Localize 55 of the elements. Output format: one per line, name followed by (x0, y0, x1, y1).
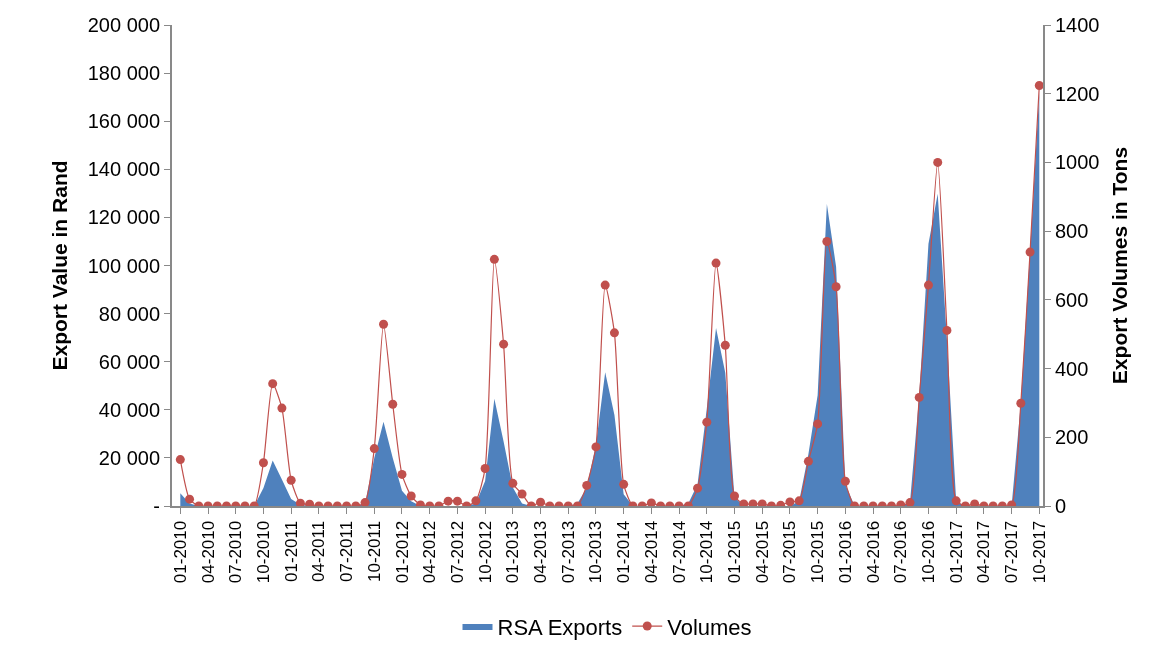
x-tick-label: 04-2015 (752, 520, 772, 584)
x-tick-label: 01-2010 (170, 520, 190, 584)
x-tick-label: 07-2010 (226, 520, 246, 584)
x-tick-label: 07-2011 (337, 520, 357, 582)
x-tick-label: 04-2016 (863, 520, 883, 584)
x-tick-label: 01-2017 (946, 520, 966, 584)
x-tick-label: 04-2012 (420, 520, 440, 584)
x-tick-label: 07-2013 (558, 520, 578, 584)
y2-tick-label: 1200 (1055, 82, 1100, 105)
y-axis-title: Export Value in Rand (48, 160, 72, 371)
x-tick-label: 04-2011 (309, 520, 329, 582)
x-tick-label: 10-2013 (586, 520, 606, 584)
x-tick-label: 04-2013 (531, 520, 551, 584)
x-tick-label: 01-2015 (725, 520, 745, 584)
x-tick-label: 01-2012 (392, 520, 412, 584)
x-tick-label: 10-2017 (1029, 520, 1049, 584)
y2-tick-label: 1000 (1055, 151, 1100, 174)
x-tick-label: 10-2015 (808, 520, 828, 584)
y-tick-label: 80 000 (98, 302, 160, 325)
y-tick-label: 120 000 (87, 206, 160, 229)
x-tick-label: 10-2012 (475, 520, 495, 584)
y2-tick-label: 0 (1055, 495, 1067, 517)
y-tick-label: 20 000 (98, 446, 160, 469)
y2-tick-label: 800 (1055, 220, 1089, 243)
x-tick-label: 10-2016 (918, 520, 938, 584)
legend-label: Volumes (667, 614, 752, 640)
x-tick-label: 01-2013 (503, 520, 523, 584)
x-tick-label: 07-2017 (1002, 520, 1022, 584)
x-tick-label: 07-2012 (447, 520, 467, 584)
y-tick-label: 40 000 (98, 398, 160, 421)
y2-tick-label: 400 (1055, 357, 1089, 380)
x-tick-label: 07-2016 (891, 520, 911, 584)
y-tick-label: 140 000 (87, 158, 160, 181)
x-tick-label: 10-2010 (253, 520, 273, 584)
y2-tick-label: 600 (1055, 288, 1089, 311)
y2-tick-label: 200 (1055, 426, 1089, 449)
x-tick-label: 04-2010 (198, 520, 218, 584)
x-tick-label: 01-2016 (835, 520, 855, 584)
y-tick-label: 200 000 (87, 14, 160, 36)
x-tick-label: 10-2011 (364, 520, 384, 582)
y-tick-label: 160 000 (87, 110, 160, 133)
x-tick-label: 07-2015 (780, 520, 800, 584)
y-tick-label: 100 000 (87, 254, 160, 277)
y2-axis-title: Export Volumes in Tons (1108, 146, 1132, 385)
x-tick-label: 07-2014 (669, 520, 689, 584)
y-tick-label: 180 000 (87, 62, 160, 85)
y-tick-label: 60 000 (98, 350, 160, 373)
x-tick-label: 04-2017 (974, 520, 994, 584)
y2-tick-label: 1400 (1055, 14, 1100, 36)
x-tick-label: 01-2014 (614, 520, 634, 584)
x-tick-label: 04-2014 (641, 520, 661, 584)
y-tick-label: - (153, 495, 160, 517)
x-tick-label: 01-2011 (281, 520, 301, 582)
x-tick-label: 10-2014 (697, 520, 717, 584)
legend-label: RSA Exports (497, 614, 623, 640)
